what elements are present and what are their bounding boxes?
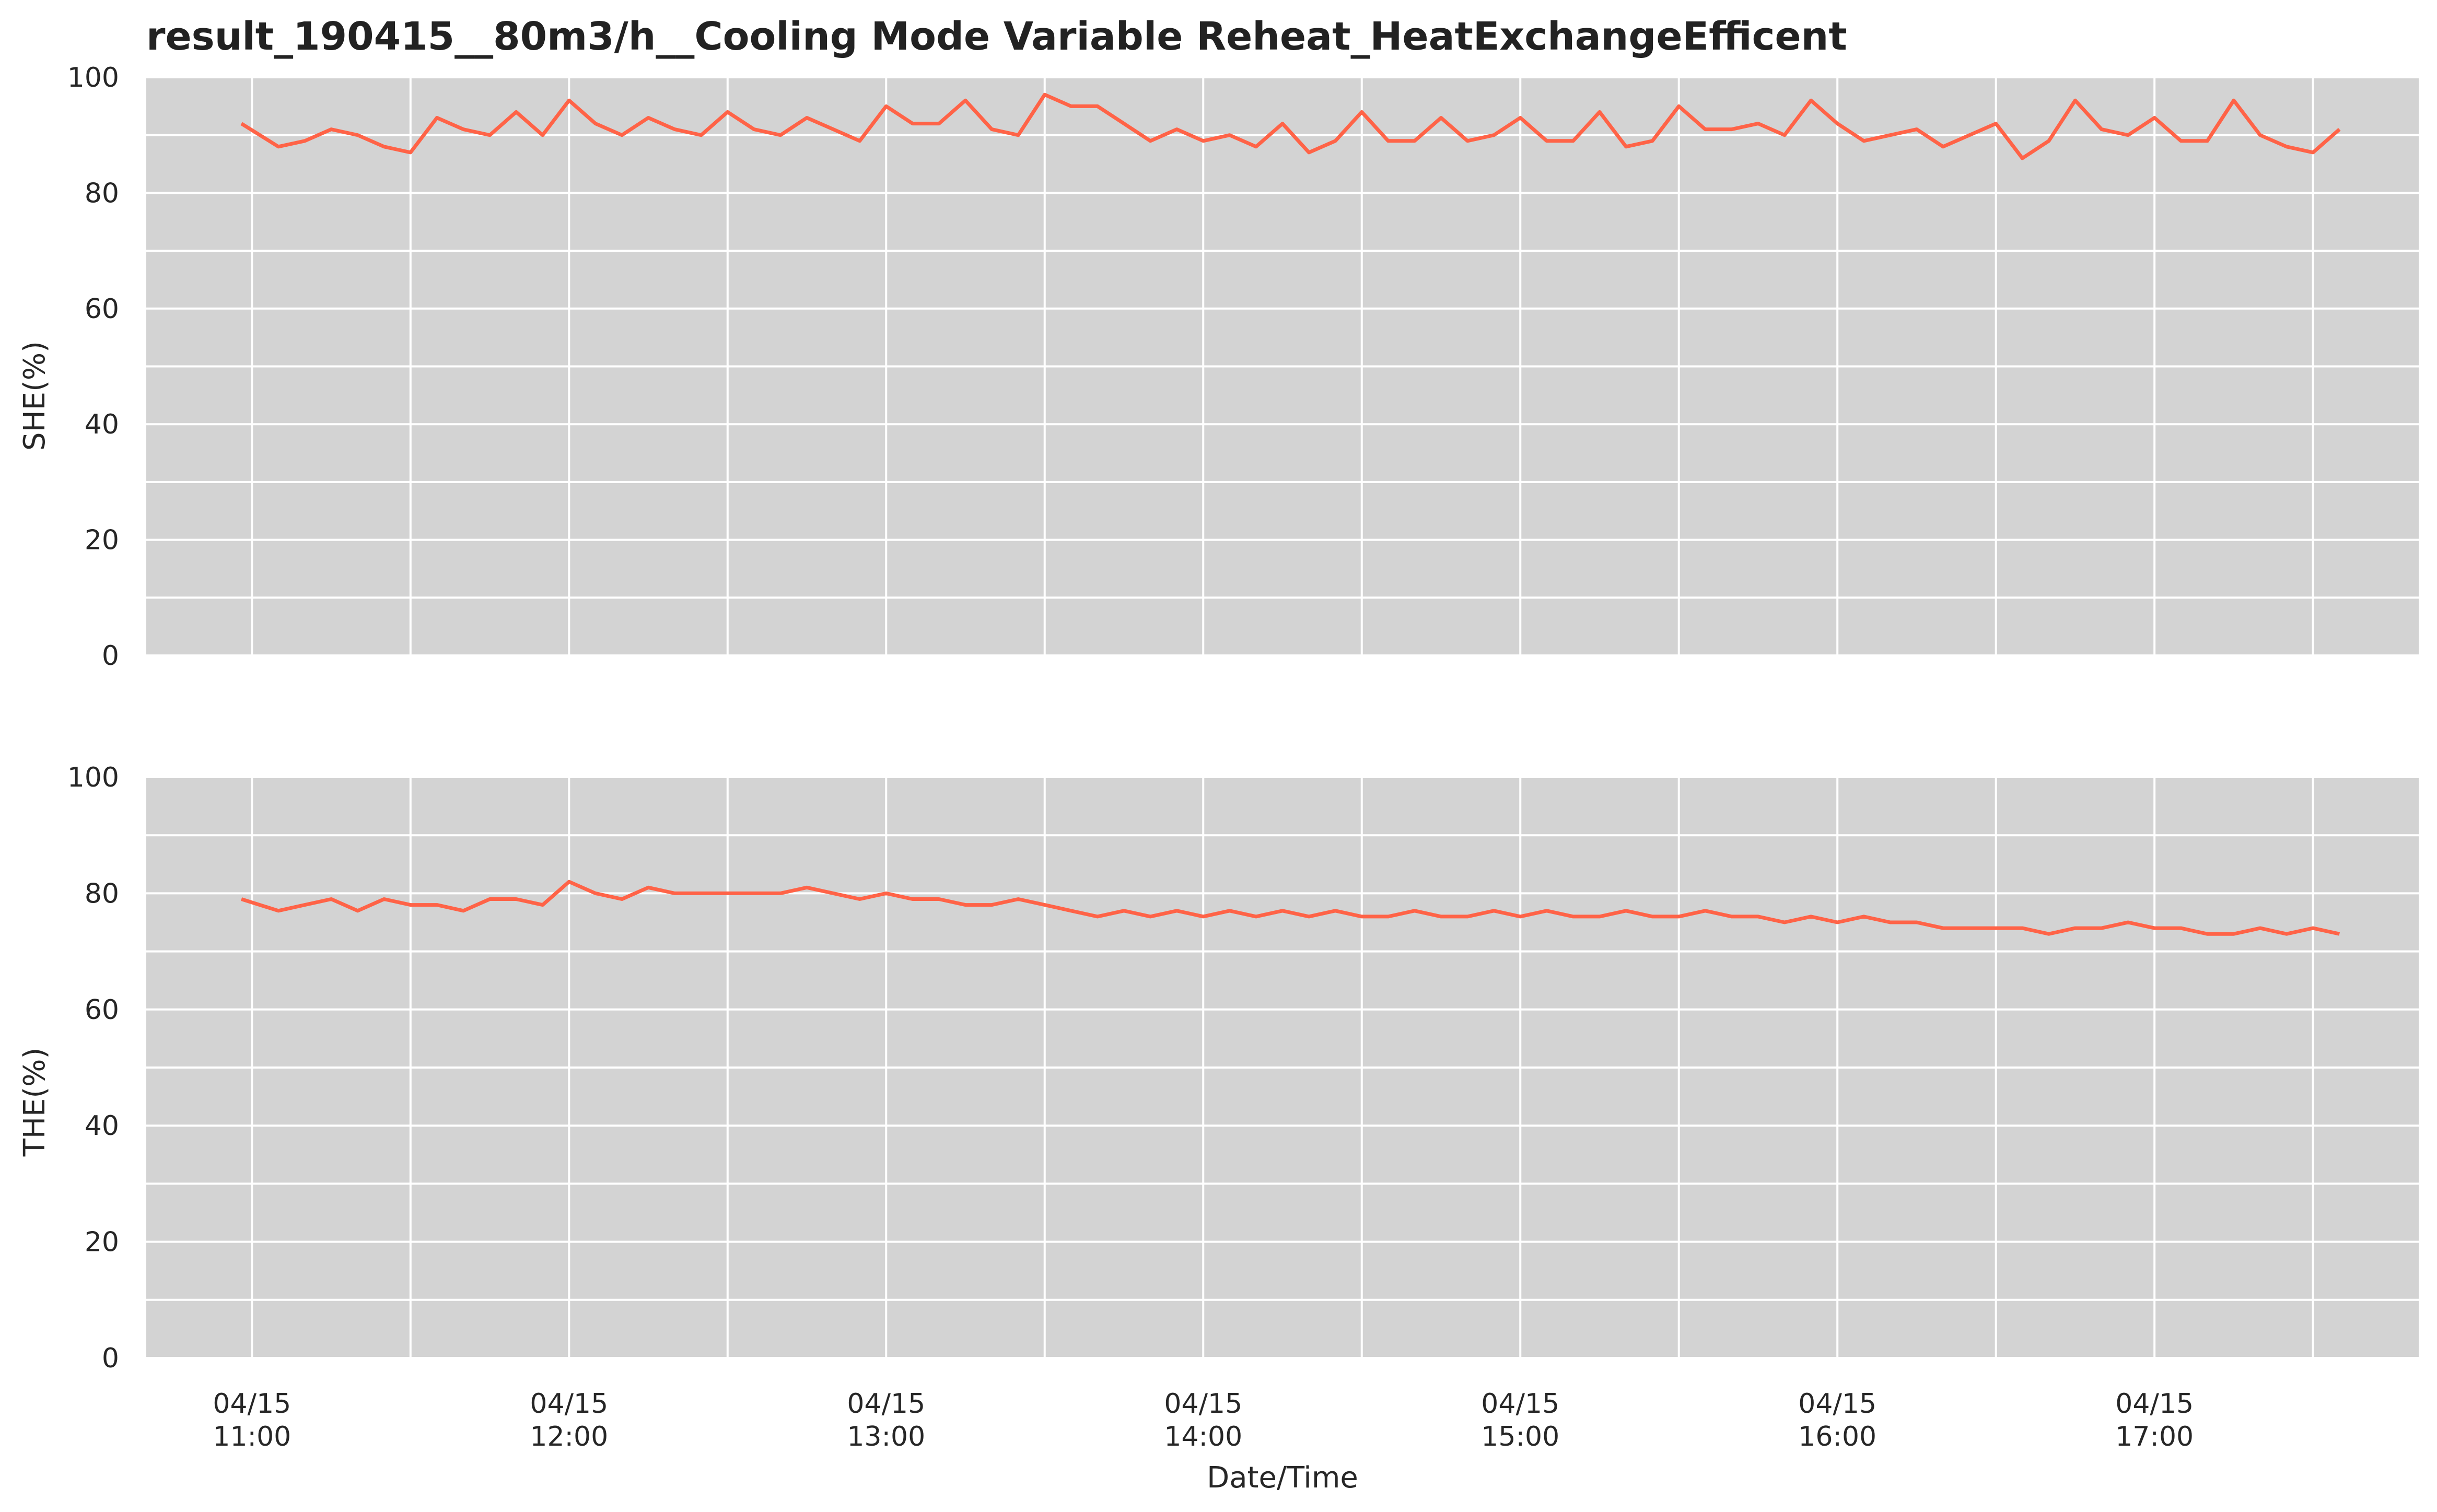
chart-title: result_190415__80m3/h__Cooling Mode Vari… bbox=[146, 14, 1847, 59]
y-tick-label: 100 bbox=[67, 62, 119, 93]
x-tick-label-date: 04/15 bbox=[1481, 1388, 1559, 1420]
x-tick-label-date: 04/15 bbox=[213, 1388, 291, 1420]
x-tick-label-time: 11:00 bbox=[213, 1421, 291, 1452]
she-gridlines bbox=[146, 76, 2419, 657]
the-y-axis-label: THE(%) bbox=[18, 1048, 52, 1157]
she-panel: 0 20 40 60 80 100 SHE(%) bbox=[18, 62, 2419, 672]
x-tick-labels: 04/1511:0004/1512:0004/1513:0004/1514:00… bbox=[213, 1388, 2194, 1452]
x-tick-label-time: 13:00 bbox=[847, 1421, 925, 1452]
x-tick-label-date: 04/15 bbox=[847, 1388, 925, 1420]
x-axis-label: Date/Time bbox=[1207, 1461, 1358, 1495]
x-tick-label-date: 04/15 bbox=[1164, 1388, 1242, 1420]
x-tick-label-time: 12:00 bbox=[530, 1421, 608, 1452]
the-gridlines bbox=[146, 776, 2419, 1359]
y-tick-label: 20 bbox=[85, 1227, 119, 1258]
x-tick-label-time: 14:00 bbox=[1164, 1421, 1242, 1452]
y-tick-label: 80 bbox=[85, 878, 119, 909]
x-tick-label-time: 17:00 bbox=[2115, 1421, 2194, 1452]
y-tick-label: 60 bbox=[85, 294, 119, 325]
the-panel: 0 20 40 60 80 100 THE(%) bbox=[18, 762, 2419, 1374]
y-tick-label: 20 bbox=[85, 525, 119, 556]
y-tick-label: 0 bbox=[102, 1343, 119, 1374]
y-tick-label: 60 bbox=[85, 994, 119, 1026]
y-tick-label: 100 bbox=[67, 762, 119, 793]
she-y-tick-labels: 0 20 40 60 80 100 bbox=[67, 62, 119, 672]
y-tick-label: 40 bbox=[85, 409, 119, 440]
y-tick-label: 40 bbox=[85, 1110, 119, 1142]
the-y-tick-labels: 0 20 40 60 80 100 bbox=[67, 762, 119, 1374]
x-tick-label-date: 04/15 bbox=[530, 1388, 608, 1420]
the-series-line bbox=[241, 880, 2340, 936]
y-tick-label: 0 bbox=[102, 640, 119, 672]
she-y-axis-label: SHE(%) bbox=[18, 341, 52, 451]
x-tick-label-date: 04/15 bbox=[2115, 1388, 2194, 1420]
x-tick-label-time: 16:00 bbox=[1798, 1421, 1876, 1452]
x-tick-label-time: 15:00 bbox=[1481, 1421, 1559, 1452]
x-tick-label-date: 04/15 bbox=[1798, 1388, 1876, 1420]
y-tick-label: 80 bbox=[85, 178, 119, 209]
she-series-line bbox=[240, 92, 2341, 160]
